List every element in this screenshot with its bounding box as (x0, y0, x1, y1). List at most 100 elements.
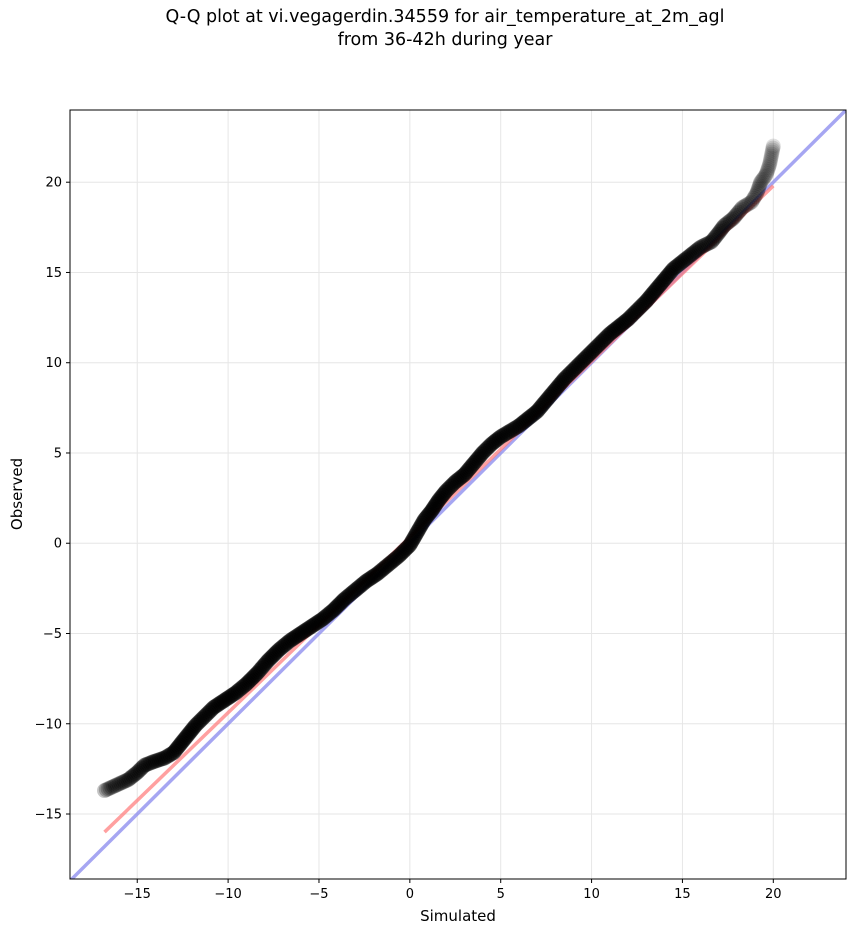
qq-point (742, 195, 758, 211)
qq-point (386, 552, 402, 568)
qq-point (178, 730, 194, 746)
qq-point (98, 782, 114, 798)
qq-point (378, 558, 394, 574)
qq-point (375, 561, 391, 577)
qq-point (515, 414, 531, 430)
qq-point (260, 653, 276, 669)
qq-point (761, 158, 777, 174)
qq-point (296, 623, 312, 639)
qq-point (227, 685, 243, 701)
qq-point (251, 664, 267, 680)
qq-point (341, 587, 357, 603)
qq-point (357, 574, 373, 590)
qq-point (465, 456, 481, 472)
qq-point (762, 152, 778, 168)
qq-point (288, 629, 304, 645)
qq-point (253, 660, 269, 676)
qq-point (759, 163, 775, 179)
qq-point (691, 240, 707, 256)
qq-point (599, 329, 615, 345)
qq-point (698, 236, 714, 252)
qq-point (120, 772, 136, 788)
qq-point (621, 310, 637, 326)
qq-point (204, 701, 220, 717)
qq-point (388, 550, 404, 566)
qq-point (343, 586, 359, 602)
qq-point (645, 286, 661, 302)
qq-point (97, 783, 113, 799)
qq-point (377, 559, 393, 575)
qq-point (639, 292, 655, 308)
qq-point (469, 451, 485, 467)
qq-point (170, 739, 186, 755)
qq-point (648, 281, 664, 297)
qq-point (700, 236, 716, 252)
qq-point (368, 567, 384, 583)
qq-point (507, 420, 523, 436)
chart-title-line-2: from 36-42h during year (337, 30, 553, 50)
qq-point (455, 468, 471, 484)
qq-point (203, 703, 219, 719)
qq-point (573, 354, 589, 370)
qq-point (441, 480, 457, 496)
qq-point (671, 256, 687, 272)
qq-point (229, 684, 245, 700)
qq-point (256, 657, 272, 673)
qq-point (223, 688, 239, 704)
qq-point (408, 526, 424, 542)
qq-point (198, 707, 214, 723)
qq-point (151, 752, 167, 768)
qq-point (484, 436, 500, 452)
qq-point (634, 298, 650, 314)
qq-point (421, 506, 437, 522)
qq-point (733, 201, 749, 217)
qq-point (500, 424, 516, 440)
qq-point (248, 667, 264, 683)
qq-point (402, 537, 418, 553)
qq-point (391, 548, 407, 564)
qq-point (732, 203, 748, 219)
qq-point (195, 710, 211, 726)
qq-point (643, 287, 659, 303)
qq-point (605, 323, 621, 339)
qq-point (318, 608, 334, 624)
qq-point (565, 362, 581, 378)
qq-point (715, 219, 731, 235)
qq-point (400, 538, 416, 554)
qq-point (521, 409, 537, 425)
qq-point (750, 183, 766, 199)
qq-point (673, 255, 689, 271)
qq-point (710, 226, 726, 242)
qq-point (487, 434, 503, 450)
qq-point (765, 140, 781, 156)
qq-point (149, 752, 165, 768)
qq-point (685, 245, 701, 261)
qq-point (759, 165, 775, 181)
qq-point (407, 528, 423, 544)
qq-point (514, 415, 530, 431)
qq-point (652, 276, 668, 292)
qq-point (429, 495, 445, 511)
qq-point (504, 422, 520, 438)
qq-point (274, 639, 290, 655)
qq-point (207, 698, 223, 714)
qq-point (635, 296, 651, 312)
qq-point (307, 616, 323, 632)
qq-point (590, 338, 606, 354)
qq-point (435, 487, 451, 503)
qq-point (556, 371, 572, 387)
qq-point (447, 474, 463, 490)
qq-point (299, 621, 315, 637)
qq-point (596, 332, 612, 348)
qq-point (453, 469, 469, 485)
qq-point (690, 242, 706, 258)
qq-point (545, 385, 561, 401)
qq-point (293, 625, 309, 641)
qq-point (424, 503, 440, 519)
qq-point (350, 580, 366, 596)
qq-point (174, 734, 190, 750)
qq-point (459, 464, 475, 480)
qq-point (210, 696, 226, 712)
qq-point (655, 273, 671, 289)
qq-point (259, 654, 275, 670)
